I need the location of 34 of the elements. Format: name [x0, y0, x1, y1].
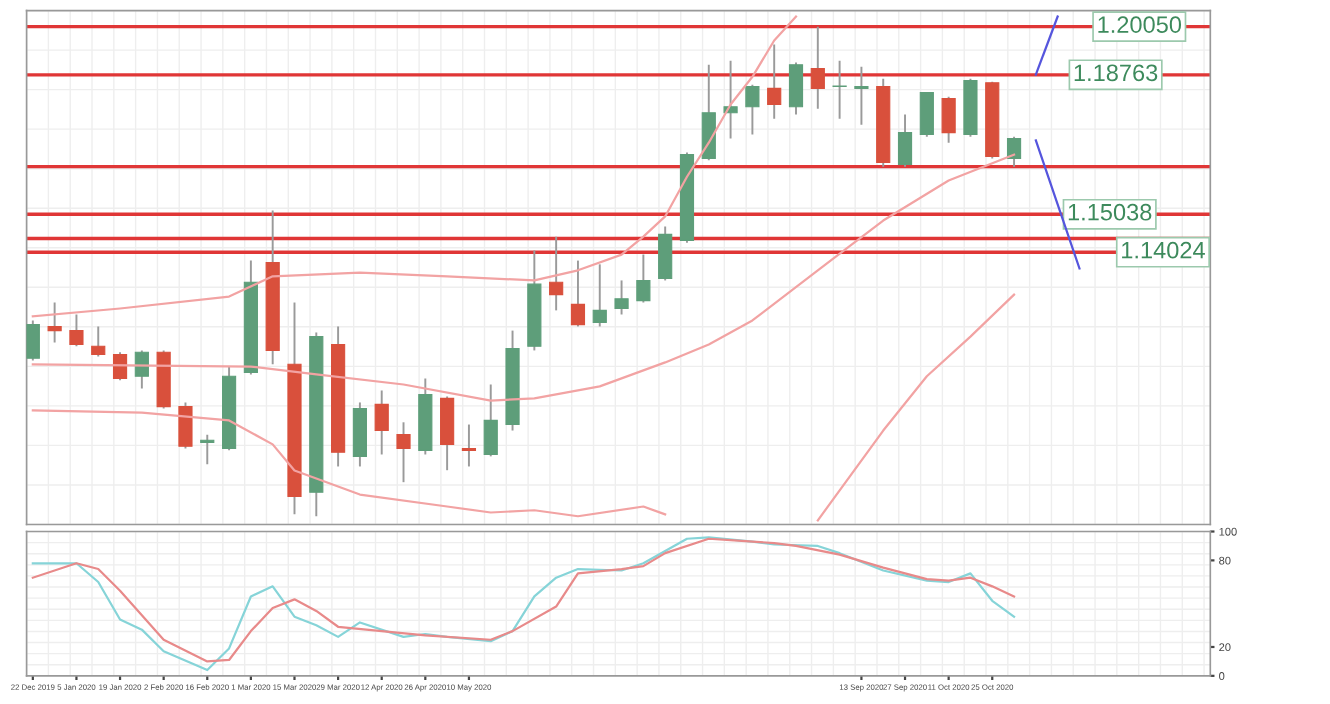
candlestick	[745, 83, 760, 136]
candlestick	[461, 423, 477, 468]
candlestick	[374, 389, 389, 456]
candlestick	[767, 43, 782, 120]
candlestick	[69, 313, 84, 348]
candlestick	[701, 63, 716, 162]
candlestick	[47, 301, 62, 344]
candlestick	[941, 95, 956, 144]
candlestick	[26, 319, 40, 362]
candlestick	[810, 25, 825, 110]
candlestick	[636, 253, 651, 304]
ref-line-label: 1.14024	[1122, 241, 1205, 259]
candlestick	[854, 65, 869, 126]
candlestick	[396, 421, 411, 484]
candlestick	[788, 61, 804, 116]
candlestick	[919, 91, 934, 138]
candlestick	[832, 59, 847, 120]
candlestick	[570, 259, 586, 328]
candlestick	[178, 401, 193, 450]
candlestick	[897, 113, 913, 168]
candlestick	[1006, 135, 1022, 168]
ref-line-label: 1.20050	[1098, 16, 1182, 33]
candlestick	[658, 225, 673, 282]
candlestick	[614, 279, 629, 316]
ref-line-label: 1.15038	[1068, 203, 1152, 221]
candlestick	[352, 401, 368, 468]
candlestick	[200, 433, 215, 466]
candlestick	[549, 235, 564, 312]
candlestick	[483, 383, 498, 458]
candlestick	[91, 325, 106, 358]
candlestick	[440, 395, 455, 472]
candlestick	[592, 263, 607, 328]
ref-line-label: 1.18763	[1074, 64, 1158, 82]
candlestick	[112, 351, 128, 382]
